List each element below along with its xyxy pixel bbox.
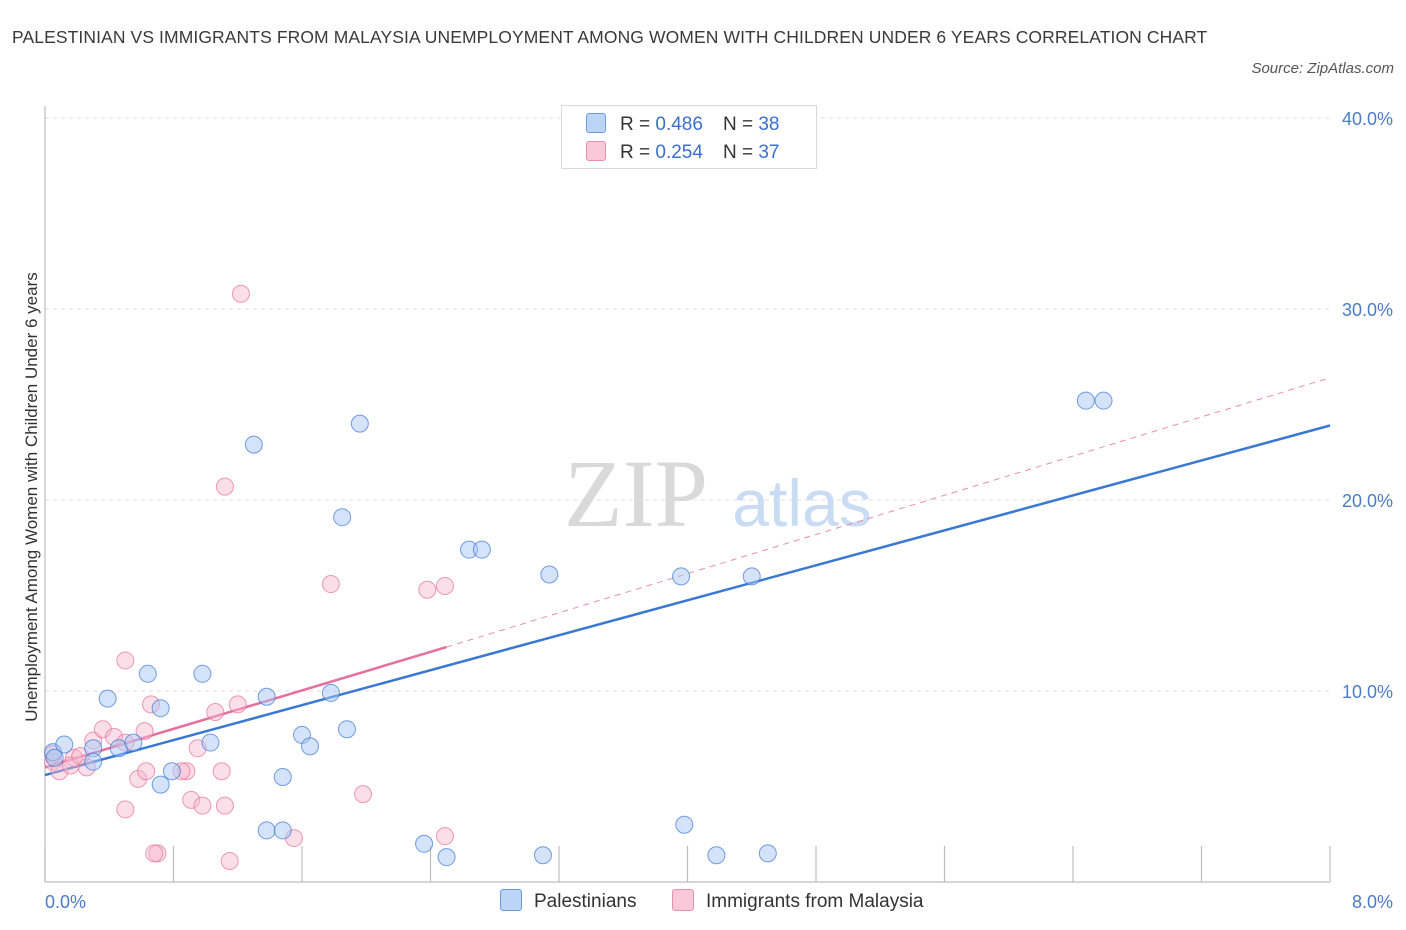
palestinian-point — [437, 848, 456, 867]
palestinian-point — [273, 767, 292, 786]
malaysia-point — [193, 796, 212, 815]
palestinian-point — [151, 699, 170, 718]
legend-n-value: 37 — [758, 142, 780, 163]
watermark-zip: ZIP — [564, 440, 708, 547]
palestinian-point — [98, 689, 117, 708]
legend-r-value: 0.486 — [655, 114, 703, 135]
y-axis-label: Unemployment Among Women with Children U… — [22, 272, 41, 721]
bottom-legend-swatch-pink — [672, 889, 694, 911]
malaysia-point — [137, 762, 156, 781]
palestinian-point — [273, 821, 292, 840]
malaysia-point — [145, 844, 164, 863]
malaysia-point — [215, 796, 234, 815]
palestinian-point — [337, 720, 356, 739]
palestinian-point — [162, 762, 181, 781]
watermark: ZIP atlas — [564, 440, 872, 547]
palestinian-point — [124, 733, 143, 752]
bottom-legend-label: Palestinians — [534, 891, 637, 912]
legend-r-label: R = — [620, 142, 651, 163]
y-tick-label: 40.0% — [1342, 109, 1393, 129]
malaysia-point — [206, 703, 225, 722]
malaysia-point — [228, 695, 247, 714]
palestinian-point — [472, 540, 491, 559]
palestinian-point — [321, 683, 340, 702]
malaysia-point — [435, 576, 454, 595]
palestinian-point — [55, 735, 74, 754]
palestinian-point — [350, 414, 369, 433]
malaysia-point — [321, 575, 340, 594]
malaysia-points — [44, 284, 454, 870]
malaysia-point — [212, 762, 231, 781]
malaysia-point — [116, 651, 135, 670]
palestinian-points — [44, 391, 1113, 867]
malaysia-point — [61, 756, 80, 775]
palestinian-point — [758, 844, 777, 863]
y-tick-label: 30.0% — [1342, 300, 1393, 320]
palestinian-point — [540, 565, 559, 584]
malaysia-point — [418, 580, 437, 599]
legend-swatch-pink — [586, 141, 606, 161]
palestinian-point — [138, 664, 157, 683]
palestinian-point — [45, 748, 64, 767]
palestinian-point — [193, 664, 212, 683]
palestinian-point — [84, 752, 103, 771]
x-tick-label: 8.0% — [1352, 892, 1393, 912]
palestinian-point — [257, 821, 276, 840]
malaysia-point — [354, 785, 373, 804]
bottom-legend-palestinians: Palestinians — [500, 889, 636, 915]
bottom-legend-swatch-blue — [500, 889, 522, 911]
legend-n-value: 38 — [758, 114, 780, 135]
malaysia-point — [116, 800, 135, 819]
legend-r-value: 0.254 — [655, 142, 703, 163]
palestinian-point — [415, 834, 434, 853]
malaysia-point — [215, 477, 234, 496]
palestinian-point — [244, 435, 263, 454]
malaysia-point — [135, 722, 154, 741]
correlation-legend: R = 0.486 N = 38 R = 0.254 N = 37 — [561, 105, 817, 169]
legend-r-label: R = — [620, 114, 651, 135]
bottom-legend-malaysia: Immigrants from Malaysia — [672, 889, 924, 915]
bottom-legend-label: Immigrants from Malaysia — [706, 891, 924, 912]
malaysia-point — [182, 790, 201, 809]
malaysia-point — [220, 851, 239, 870]
grid-lines — [45, 117, 1330, 692]
legend-row-malaysia: R = 0.254 N = 37 — [586, 141, 779, 165]
palestinians-trend-line — [44, 424, 1331, 777]
legend-n-label: N = — [722, 142, 754, 163]
palestinian-point — [533, 846, 552, 865]
y-tick-label: 20.0% — [1342, 491, 1393, 511]
y-tick-label: 10.0% — [1342, 682, 1393, 702]
palestinian-point — [201, 733, 220, 752]
legend-swatch-blue — [586, 113, 606, 133]
legend-row-palestinians: R = 0.486 N = 38 — [586, 113, 779, 137]
palestinian-point — [672, 567, 691, 586]
palestinian-point — [1094, 391, 1113, 410]
source-credit: Source: ZipAtlas.com — [1251, 60, 1394, 77]
palestinian-point — [707, 846, 726, 865]
tick-labels: 10.0% 20.0% 30.0% 40.0% 0.0% 8.0% — [45, 109, 1393, 912]
legend-n-label: N = — [722, 114, 754, 135]
palestinian-point — [675, 815, 694, 834]
palestinian-point — [1076, 391, 1095, 410]
palestinian-point — [301, 737, 320, 756]
palestinian-point — [151, 775, 170, 794]
malaysia-point — [435, 827, 454, 846]
watermark-atlas: atlas — [732, 466, 871, 540]
palestinian-point — [257, 687, 276, 706]
x-tick-label: 0.0% — [45, 892, 86, 912]
malaysia-point — [231, 284, 250, 303]
palestinian-point — [742, 567, 761, 586]
chart-title: PALESTINIAN VS IMMIGRANTS FROM MALAYSIA … — [12, 27, 1208, 47]
palestinian-point — [333, 508, 352, 527]
